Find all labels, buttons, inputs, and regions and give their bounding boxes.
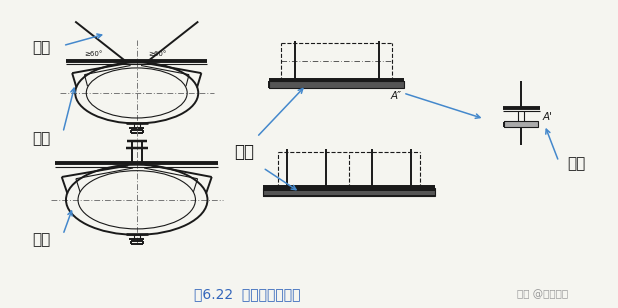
Text: A″: A″ [391,91,402,101]
Bar [504,121,538,127]
Bar [269,81,404,88]
Bar [263,188,435,196]
Text: 吊杆: 吊杆 [234,144,255,161]
Text: 头条 @暖通南社: 头条 @暖通南社 [517,290,569,299]
Text: 单杆: 单杆 [32,232,51,247]
Text: 图6.22  风管吊架的形式: 图6.22 风管吊架的形式 [194,287,301,302]
Text: 双杆: 双杆 [32,40,51,55]
Text: ≥60°: ≥60° [85,51,103,57]
Text: 抱箍: 抱箍 [32,131,51,146]
Text: A': A' [543,112,552,122]
Text: 横梁: 横梁 [567,156,586,171]
Text: ≥60°: ≥60° [148,51,166,57]
